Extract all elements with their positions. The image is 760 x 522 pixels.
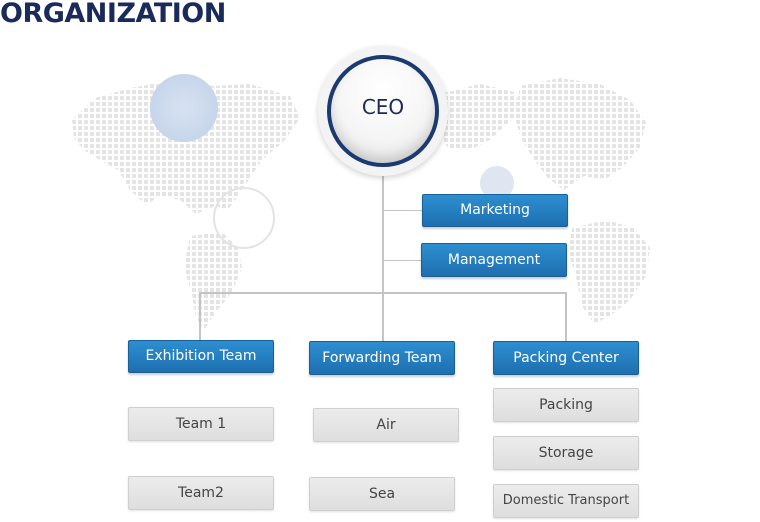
packing-drop-line [565,292,567,341]
unit-box-team-1: Team 1 [128,407,274,441]
ceo-node: CEO [318,46,448,176]
staff-box-marketing: Marketing [422,194,568,227]
management-connector [383,260,421,261]
department-box-exhibition-team: Exhibition Team [128,340,274,373]
unit-box-domestic-transport: Domestic Transport [493,484,639,518]
unit-box-team2: Team2 [128,476,274,510]
unit-box-storage: Storage [493,436,639,470]
ceo-ring: CEO [327,55,439,167]
exhibition-drop-line [199,292,201,340]
page-title: ORGANIZATION [0,0,226,29]
marketing-connector [383,210,422,211]
unit-box-sea: Sea [309,477,455,511]
forwarding-drop-line [382,292,384,341]
department-box-packing-center: Packing Center [493,341,639,375]
unit-box-packing: Packing [493,388,639,422]
staff-box-management: Management [421,243,567,277]
unit-box-air: Air [313,408,459,442]
trunk-line [382,176,384,293]
ceo-label: CEO [361,95,405,119]
department-box-forwarding-team: Forwarding Team [309,341,455,375]
